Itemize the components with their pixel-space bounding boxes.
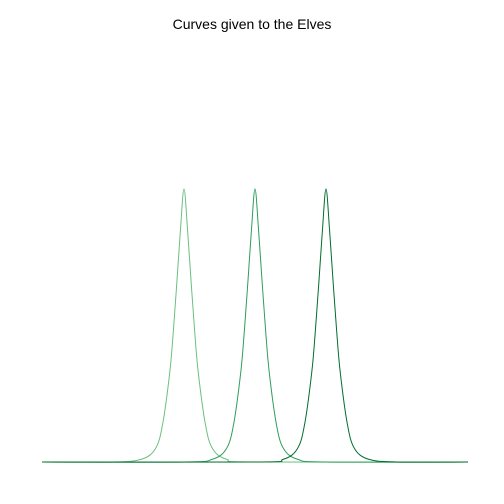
series-layer bbox=[41, 188, 469, 463]
chart-title: Curves given to the Elves bbox=[173, 16, 332, 32]
series-line-2 bbox=[41, 188, 469, 463]
series-line-3 bbox=[41, 188, 469, 463]
series-line-1 bbox=[41, 188, 469, 463]
